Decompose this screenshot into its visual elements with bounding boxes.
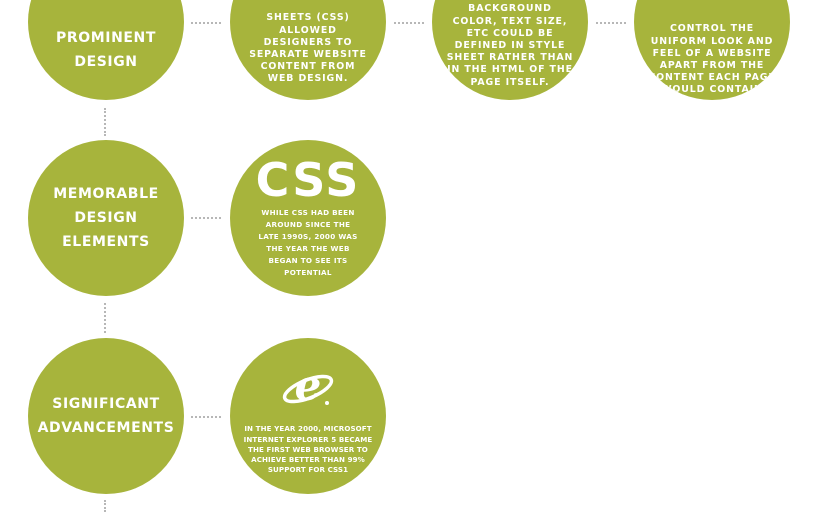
topic-circle-prominent-design: PROMINENT DESIGN (28, 0, 184, 100)
topic-label: MEMORABLE DESIGN ELEMENTS (53, 186, 159, 250)
connector-horizontal (394, 22, 424, 24)
info-text: SUCH AS BACKGROUND COLOR, TEXT SIZE, ETC… (446, 0, 574, 88)
topic-circle-significant-advancements: SIGNIFICANT ADVANCEMENTS (28, 338, 184, 494)
info-text: WHILE CSS HAD BEEN AROUND SINCE THE LATE… (258, 208, 358, 277)
info-text: IN THE YEAR 2000, MICROSOFT INTERNET EXP… (243, 424, 373, 475)
internet-explorer-icon: e (280, 361, 336, 416)
info-circle-style-properties: SUCH AS BACKGROUND COLOR, TEXT SIZE, ETC… (432, 0, 588, 100)
connector-vertical (104, 500, 106, 512)
connector-horizontal (191, 217, 221, 219)
info-text: SHEETS (CSS) ALLOWED DESIGNERS TO SEPARA… (249, 12, 367, 85)
connector-horizontal (191, 22, 221, 24)
info-circle-internet-explorer: e IN THE YEAR 2000, MICROSOFT INTERNET E… (230, 338, 386, 494)
connector-vertical (104, 108, 106, 136)
info-text: CONTROL THE UNIFORM LOOK AND FEEL OF A W… (648, 23, 776, 96)
info-circle-css-separation: SHEETS (CSS) ALLOWED DESIGNERS TO SEPARA… (230, 0, 386, 100)
connector-horizontal (191, 416, 221, 418)
topic-label: PROMINENT DESIGN (55, 30, 157, 70)
topic-label: SIGNIFICANT ADVANCEMENTS (37, 396, 175, 436)
connector-vertical (104, 303, 106, 333)
css-logo: CSS (255, 153, 361, 208)
connector-horizontal (596, 22, 626, 24)
info-circle-uniform-look: CONTROL THE UNIFORM LOOK AND FEEL OF A W… (634, 0, 790, 100)
svg-text:e: e (295, 362, 322, 410)
topic-circle-memorable-design-elements: MEMORABLE DESIGN ELEMENTS (28, 140, 184, 296)
info-circle-css: CSS WHILE CSS HAD BEEN AROUND SINCE THE … (230, 140, 386, 296)
